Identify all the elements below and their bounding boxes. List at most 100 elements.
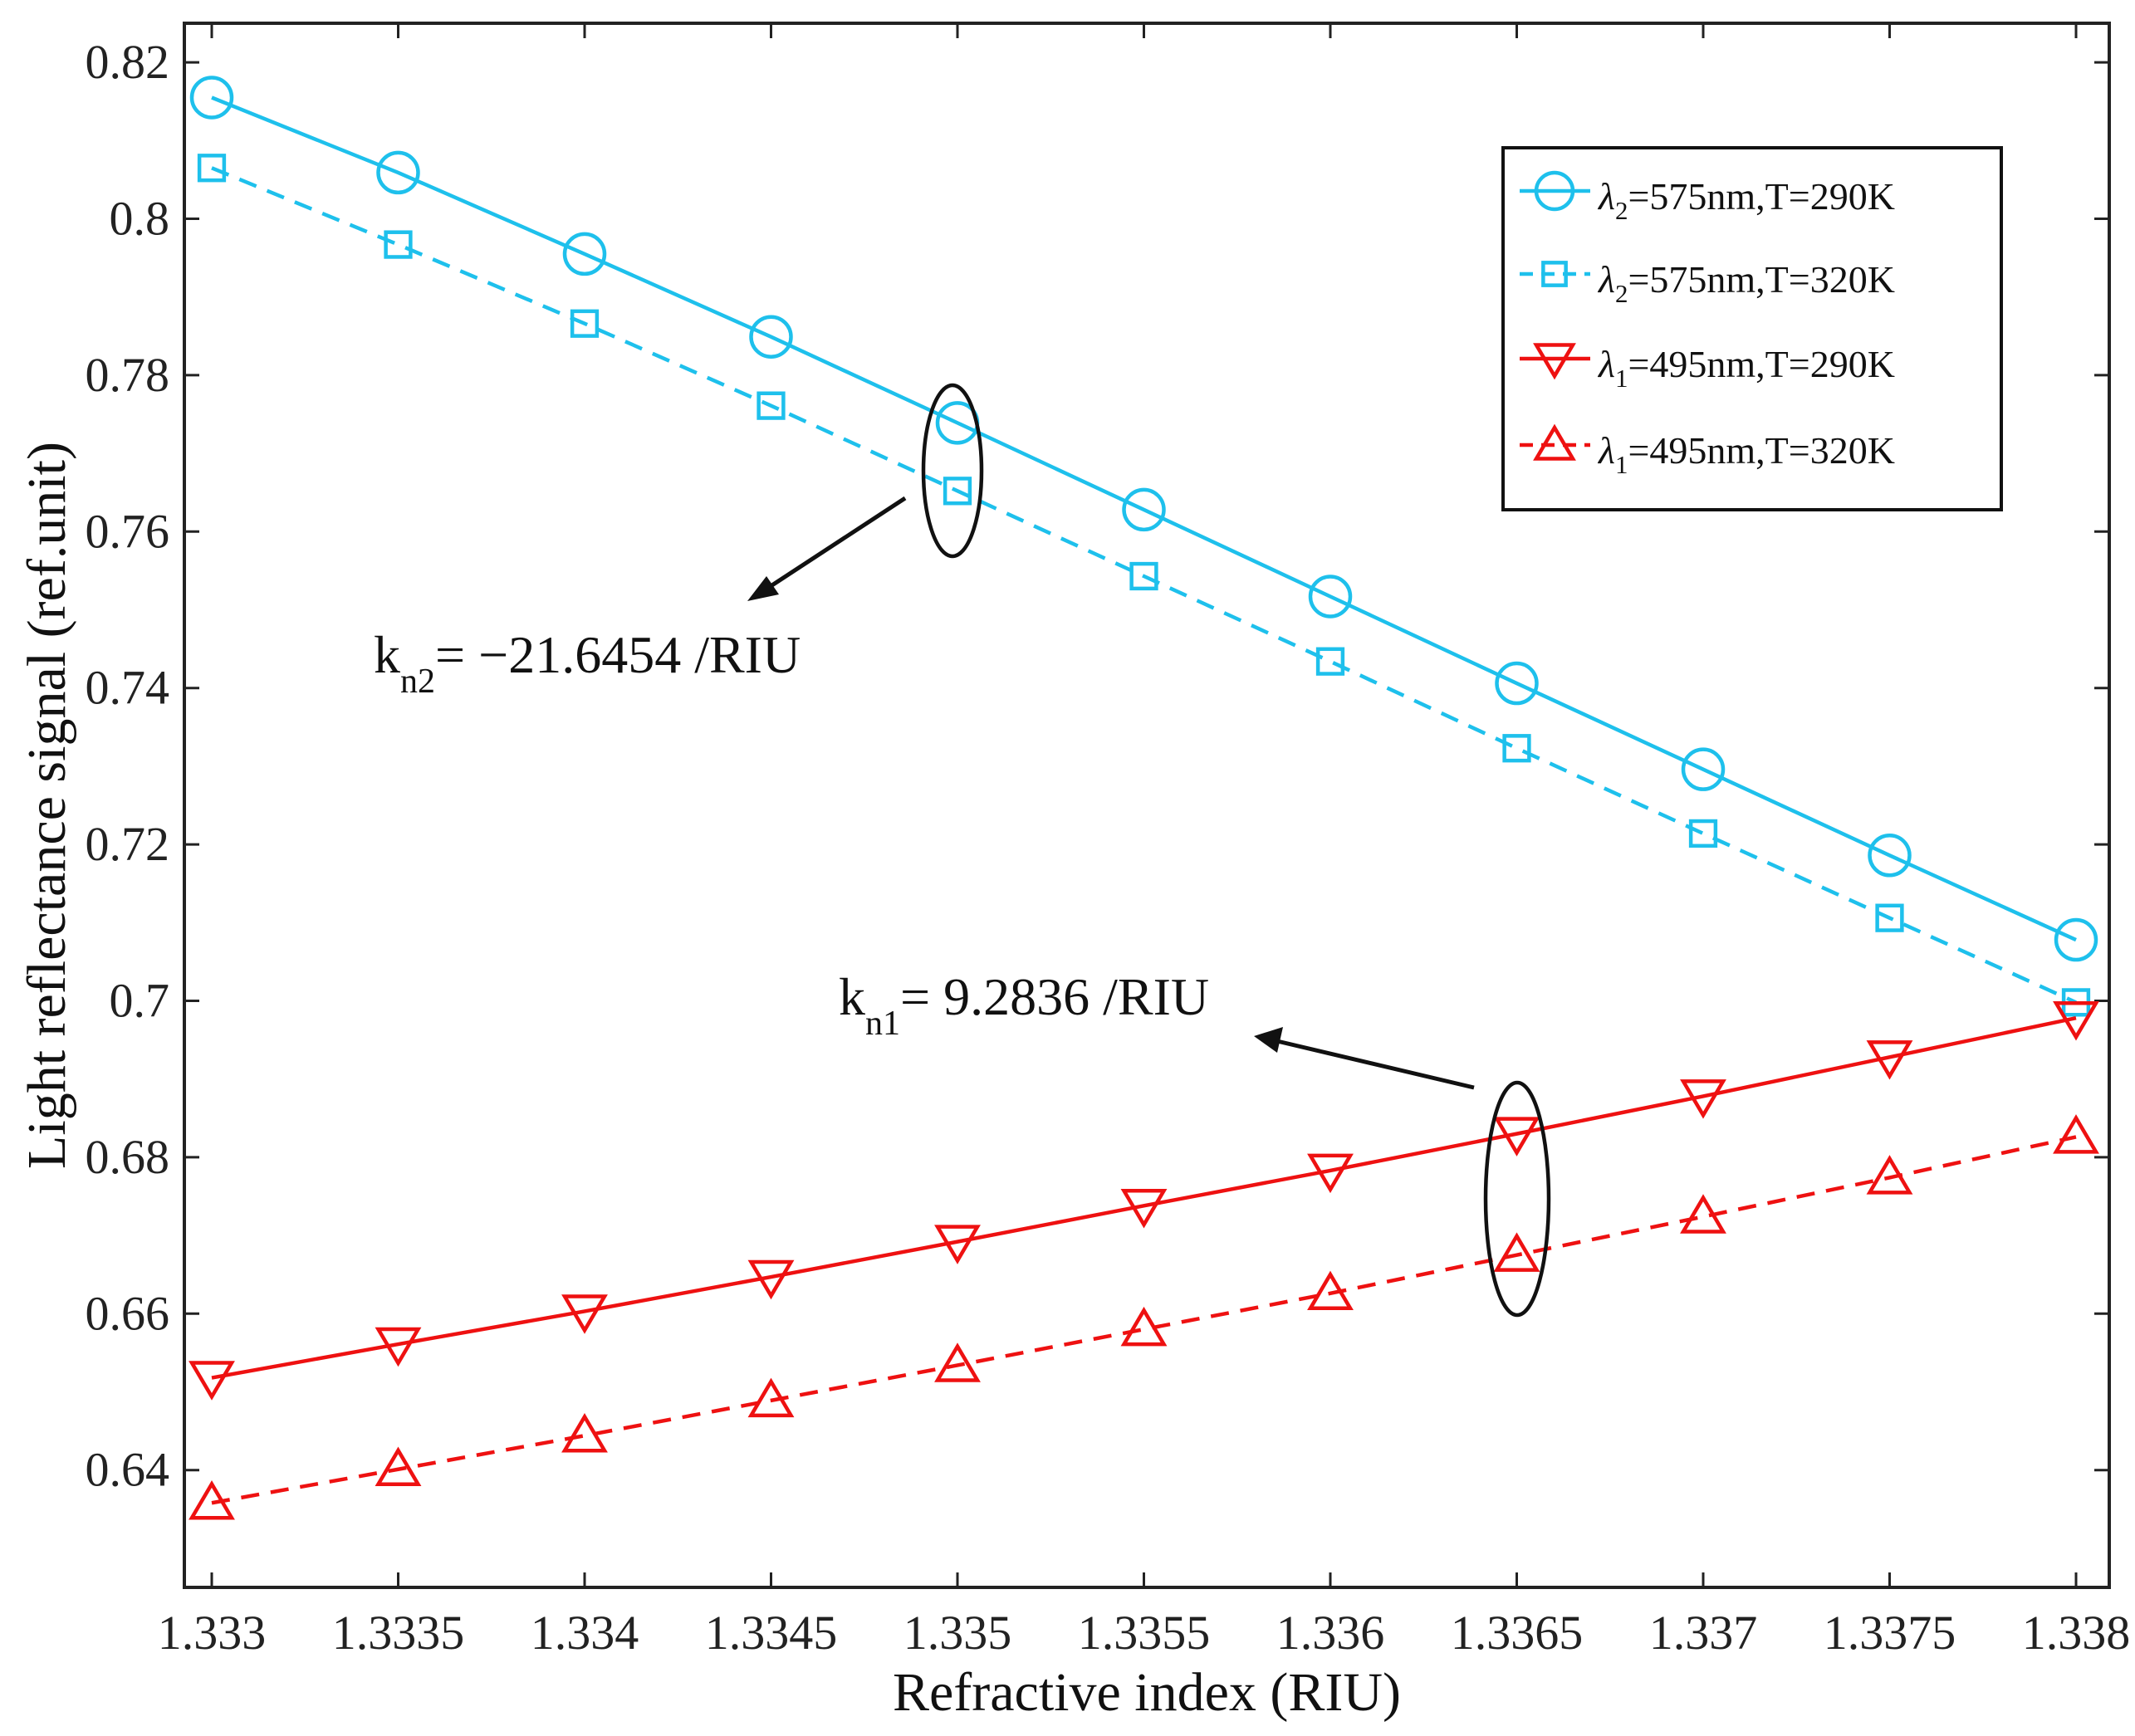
series-2-point bbox=[1875, 903, 1904, 932]
series-3-point bbox=[1866, 1040, 1913, 1080]
series-3 bbox=[189, 1000, 2099, 1401]
series-1-point bbox=[1308, 575, 1353, 619]
annotation-kn1: kn1= 9.2836 /RIU bbox=[839, 967, 1209, 1043]
legend-label-2: λ2=575nm,T=320K bbox=[1597, 258, 1895, 308]
legend-1-subscript: 2 bbox=[1615, 196, 1628, 225]
series-3-point bbox=[934, 1225, 981, 1264]
series-2-point bbox=[943, 477, 972, 506]
y-tick-label: 0.7 bbox=[110, 974, 170, 1028]
series-1-point bbox=[1868, 834, 1912, 878]
legend-box bbox=[1501, 146, 2003, 511]
x-tick-label: 1.338 bbox=[2022, 1606, 2131, 1660]
series-3-point bbox=[1493, 1117, 1540, 1157]
legend-entry-1: λ2=575nm,T=290K bbox=[1520, 170, 1895, 225]
series-2-point bbox=[197, 154, 227, 183]
legend-entry-4: λ1=495nm,T=320K bbox=[1520, 423, 1895, 479]
legend-marker-shape bbox=[1534, 170, 1575, 212]
annotation-arrow-kn1 bbox=[1276, 1039, 1475, 1090]
annotation-kn2-value: = −21.6454 /RIU bbox=[435, 625, 801, 684]
axis-ticks bbox=[184, 23, 2109, 1587]
series-1-point bbox=[189, 76, 234, 120]
legend-marker-shape bbox=[1541, 261, 1568, 287]
series-4-point bbox=[2053, 1114, 2099, 1154]
y-tick-label: 0.76 bbox=[86, 504, 170, 558]
legend: λ2=575nm,T=290K λ2=575nm,T=320K λ1=495nm… bbox=[1501, 146, 2003, 511]
legend-3-text: =495nm,T=290K bbox=[1628, 343, 1894, 385]
annotation-ellipse-kn1 bbox=[1483, 1080, 1551, 1318]
x-tick-label: 1.3365 bbox=[1451, 1606, 1584, 1660]
series-4-point bbox=[1680, 1194, 1726, 1234]
x-tick-label: 1.336 bbox=[1276, 1606, 1385, 1660]
legend-entry-3: λ1=495nm,T=290K bbox=[1520, 343, 1895, 393]
series-4-point bbox=[189, 1480, 235, 1520]
series-layer bbox=[189, 76, 2099, 1520]
series-1-point bbox=[376, 150, 420, 195]
y-tick-label: 0.66 bbox=[86, 1286, 170, 1340]
legend-3-symbol: λ bbox=[1597, 343, 1615, 385]
series-4-point bbox=[747, 1377, 795, 1418]
annotation-ellipse-kn2 bbox=[921, 383, 984, 559]
legend-1-symbol: λ bbox=[1597, 175, 1615, 218]
series-3-point bbox=[189, 1361, 235, 1401]
series-2-point bbox=[384, 230, 413, 259]
series-2-point bbox=[1315, 647, 1345, 676]
series-4-point bbox=[1120, 1306, 1168, 1347]
legend-3-subscript: 1 bbox=[1615, 364, 1628, 393]
x-tick-label: 1.3335 bbox=[332, 1606, 465, 1660]
legend-marker-shape bbox=[1533, 343, 1576, 380]
annotation-kn1-main: k bbox=[839, 967, 865, 1026]
series-2-point bbox=[1502, 734, 1531, 763]
annotation-arrowhead-kn2 bbox=[747, 576, 779, 601]
series-2-point bbox=[1129, 561, 1158, 591]
tick-labels: 1.333 1.3335 1.334 1.3345 1.335 1.3355 1.336 1.… bbox=[86, 35, 2131, 1660]
legend-marker-triangle-up bbox=[1520, 423, 1590, 461]
legend-marker-square bbox=[1520, 261, 1590, 287]
legend-entry-2: λ2=575nm,T=320K bbox=[1520, 258, 1895, 308]
legend-2-subscript: 2 bbox=[1615, 279, 1628, 308]
y-tick-label: 0.78 bbox=[86, 348, 170, 402]
plot-frame bbox=[183, 22, 2111, 1589]
series-1-point bbox=[749, 315, 793, 359]
series-3-point bbox=[375, 1327, 422, 1367]
series-1-point bbox=[2054, 917, 2098, 962]
y-tick-label: 0.64 bbox=[86, 1443, 170, 1497]
series-4-point bbox=[375, 1446, 422, 1487]
annotation-kn2-main: k bbox=[374, 625, 400, 684]
annotation-kn1-sub: n1 bbox=[865, 1005, 900, 1043]
legend-1-text: =575nm,T=290K bbox=[1628, 175, 1894, 218]
series-1 bbox=[189, 76, 2098, 962]
y-tick-label: 0.82 bbox=[86, 35, 170, 89]
legend-2-symbol: λ bbox=[1597, 258, 1615, 301]
x-tick-label: 1.3375 bbox=[1824, 1606, 1956, 1660]
series-4-point bbox=[561, 1413, 608, 1453]
annotations: kn2= −21.6454 /RIU kn1= 9.2836 /RIU bbox=[374, 383, 1551, 1318]
x-axis-title: Refractive index (RIU) bbox=[893, 1662, 1401, 1723]
legend-marker-circle bbox=[1520, 170, 1590, 212]
series-3-point bbox=[1120, 1189, 1168, 1229]
series-2-point bbox=[570, 309, 600, 338]
series-2 bbox=[197, 154, 2091, 1017]
series-4 bbox=[189, 1114, 2099, 1520]
series-3-point bbox=[1680, 1079, 1726, 1119]
series-2-point bbox=[1688, 819, 1718, 848]
x-tick-label: 1.3345 bbox=[705, 1606, 838, 1660]
x-tick-label: 1.335 bbox=[903, 1606, 1012, 1660]
series-4-point bbox=[1307, 1270, 1354, 1311]
series-4-line bbox=[211, 1135, 2077, 1505]
legend-2-text: =575nm,T=320K bbox=[1628, 258, 1894, 301]
legend-label-1: λ2=575nm,T=290K bbox=[1597, 175, 1895, 225]
series-1-line bbox=[211, 95, 2077, 942]
series-3-point bbox=[561, 1294, 608, 1334]
annotation-kn1-value: = 9.2836 /RIU bbox=[900, 967, 1209, 1026]
y-tick-label: 0.68 bbox=[86, 1130, 170, 1184]
series-2-line bbox=[211, 166, 2077, 1005]
series-1-point bbox=[1122, 487, 1166, 532]
series-1-point bbox=[1495, 661, 1539, 706]
annotation-kn2-sub: n2 bbox=[400, 663, 435, 701]
legend-marker-shape bbox=[1533, 423, 1576, 461]
series-3-point bbox=[2053, 1000, 2099, 1041]
series-4-point bbox=[934, 1342, 981, 1382]
series-4-point bbox=[1866, 1155, 1913, 1195]
x-tick-label: 1.334 bbox=[531, 1606, 639, 1660]
annotation-kn2: kn2= −21.6454 /RIU bbox=[374, 625, 801, 701]
